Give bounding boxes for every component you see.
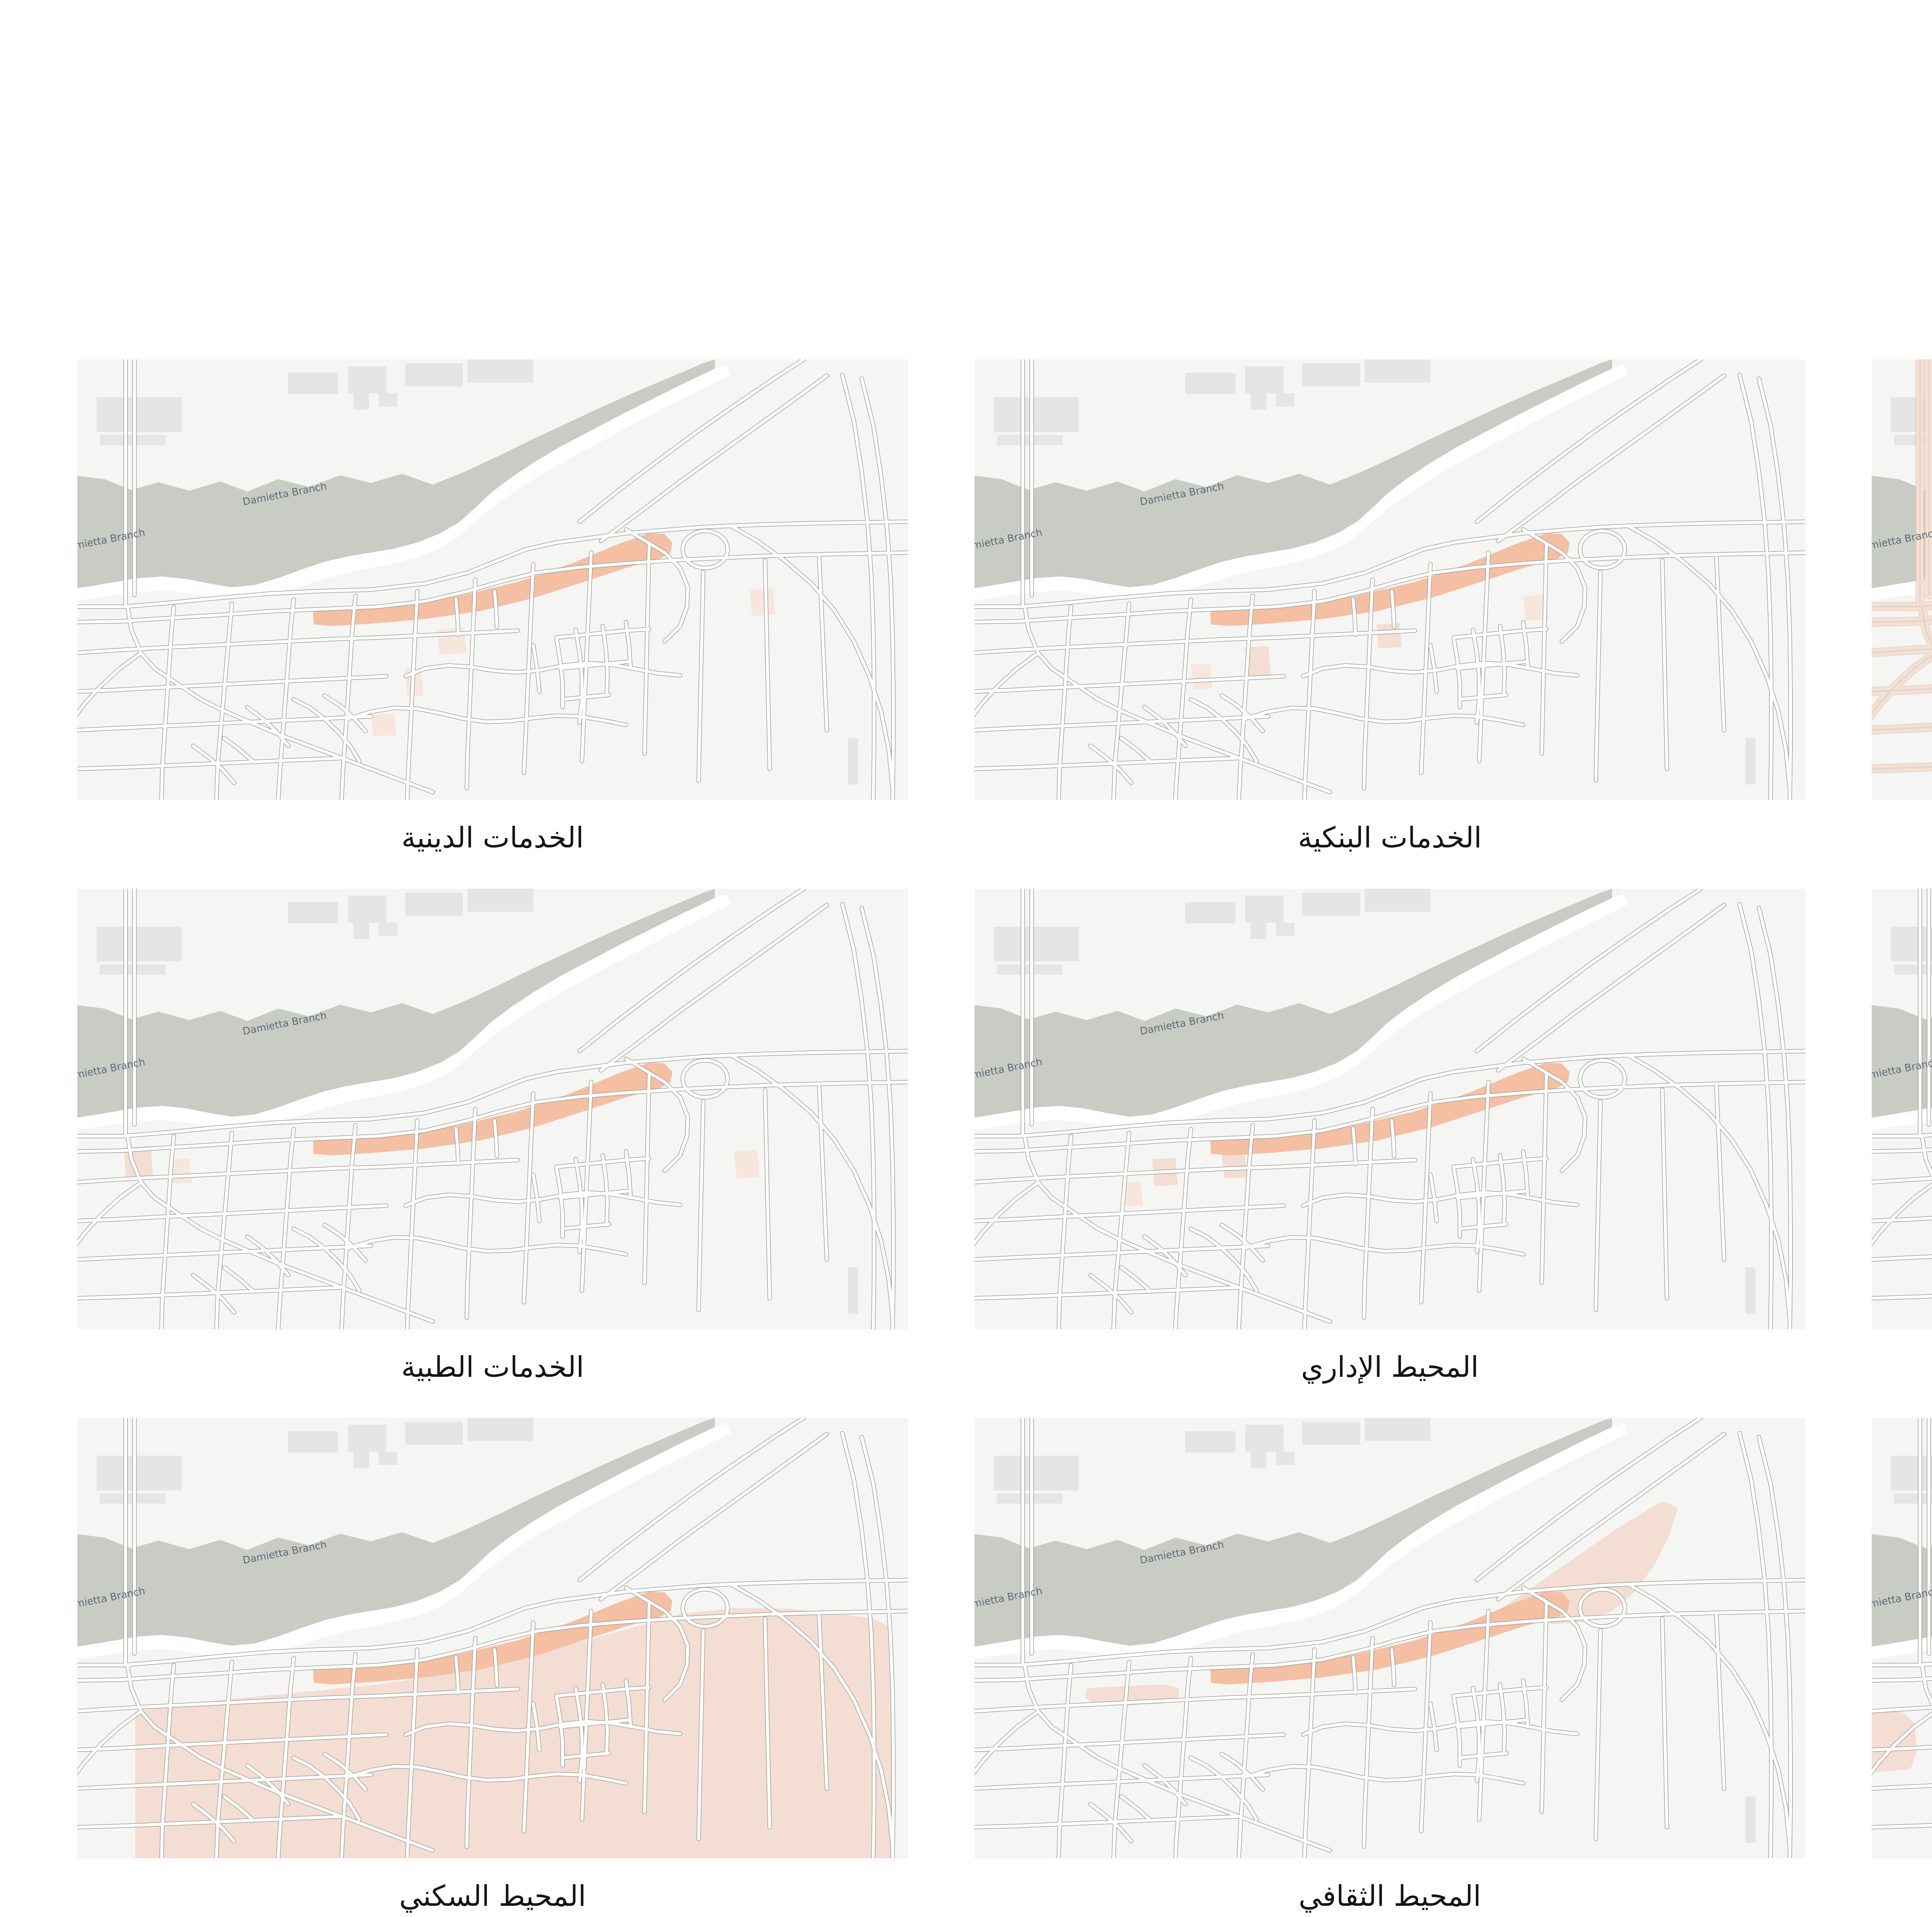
highlight-buildings bbox=[1121, 1150, 1247, 1206]
map-thumbnail-residential-surroundings[interactable]: Damietta Branch Damietta Branch bbox=[77, 1418, 908, 1858]
map-thumbnail-administrative-surroundings[interactable]: Damietta Branch Damietta Branch bbox=[975, 888, 1805, 1329]
map-svg: Damietta Branch Damietta Branch bbox=[77, 888, 908, 1329]
map-cell-administrative-surroundings[interactable]: Damietta Branch Damietta Branch المحيط ا… bbox=[975, 888, 1805, 1385]
map-thumbnail-area-landmarks[interactable]: Damietta Branch Damietta Branch bbox=[1872, 1418, 1932, 1858]
map-thumbnail-cultural-surroundings[interactable]: Damietta Branch Damietta Branch bbox=[975, 1418, 1805, 1858]
map-cell-residential-surroundings[interactable]: Damietta Branch Damietta Branch المحيط ا… bbox=[77, 1418, 908, 1914]
map-svg: Damietta Branch Damietta Branch bbox=[1872, 888, 1932, 1329]
map-cell-educational-services[interactable]: Damietta Branch Damietta Branch الخدمات … bbox=[1872, 888, 1932, 1385]
map-svg: Damietta Branch Damietta Branch bbox=[975, 359, 1805, 800]
map-svg: Damietta Branch Damietta Branch bbox=[77, 1418, 908, 1858]
map-thumbnail-banking-services[interactable]: Damietta Branch Damietta Branch bbox=[975, 359, 1805, 800]
map-thumbnail-surrounding-streets[interactable]: Damietta Branch Damietta Branch bbox=[1872, 359, 1932, 800]
map-caption: الخدمات الدينية bbox=[401, 821, 584, 854]
highlight-corniche bbox=[1210, 533, 1570, 626]
map-cell-medical-services[interactable]: Damietta Branch Damietta Branch الخدمات … bbox=[77, 888, 908, 1385]
map-svg: Damietta Branch Damietta Branch bbox=[77, 359, 908, 800]
map-grid: Damietta Branch Damietta Branch الخدمات … bbox=[77, 359, 1932, 1914]
highlight-corniche bbox=[313, 533, 672, 626]
highlight-corniche bbox=[313, 1062, 672, 1155]
map-cell-cultural-surroundings[interactable]: Damietta Branch Damietta Branch المحيط ا… bbox=[975, 1418, 1805, 1914]
map-svg: Damietta Branch Damietta Branch bbox=[975, 1418, 1805, 1858]
map-cell-area-landmarks[interactable]: Damietta Branch Damietta Branch العلامات… bbox=[1872, 1418, 1932, 1914]
map-cell-banking-services[interactable]: Damietta Branch Damietta Branch الخدمات … bbox=[975, 359, 1805, 856]
map-svg: Damietta Branch Damietta Branch bbox=[975, 888, 1805, 1329]
map-thumbnail-medical-services[interactable]: Damietta Branch Damietta Branch bbox=[77, 888, 908, 1329]
map-caption: الخدمات البنكية bbox=[1298, 821, 1482, 854]
map-thumbnail-religious-services[interactable]: Damietta Branch Damietta Branch bbox=[77, 359, 908, 800]
map-cell-religious-services[interactable]: Damietta Branch Damietta Branch الخدمات … bbox=[77, 359, 908, 856]
map-caption: المحيط السكني bbox=[399, 1880, 586, 1913]
map-caption: المحيط الثقافي bbox=[1298, 1880, 1481, 1913]
map-svg: Damietta Branch Damietta Branch bbox=[1872, 359, 1932, 800]
map-caption: الخدمات الطبية bbox=[401, 1350, 584, 1384]
highlight-corniche bbox=[1210, 1062, 1570, 1155]
highlight-corniche bbox=[1210, 1592, 1570, 1684]
highlight-corniche bbox=[313, 1592, 672, 1684]
map-caption: المحيط الإداري bbox=[1301, 1350, 1479, 1384]
map-thumbnail-educational-services[interactable]: Damietta Branch Damietta Branch bbox=[1872, 888, 1932, 1329]
map-svg: Damietta Branch Damietta Branch bbox=[1872, 1418, 1932, 1858]
highlight-buildings bbox=[1191, 594, 1549, 689]
map-cell-surrounding-streets[interactable]: Damietta Branch Damietta Branch الشوارع … bbox=[1872, 359, 1932, 856]
